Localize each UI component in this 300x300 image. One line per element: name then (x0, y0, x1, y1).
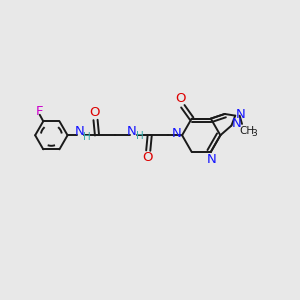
Text: 3: 3 (251, 129, 257, 138)
Text: N: N (74, 125, 84, 138)
Text: O: O (89, 106, 100, 119)
Text: F: F (36, 105, 44, 118)
Text: H: H (83, 132, 91, 142)
Text: O: O (175, 92, 186, 105)
Text: N: N (172, 127, 182, 140)
Text: N: N (236, 108, 245, 121)
Text: N: N (232, 117, 242, 130)
Text: CH: CH (239, 126, 255, 136)
Text: O: O (142, 152, 153, 164)
Text: N: N (127, 125, 137, 138)
Text: N: N (207, 153, 217, 166)
Text: H: H (136, 131, 144, 141)
